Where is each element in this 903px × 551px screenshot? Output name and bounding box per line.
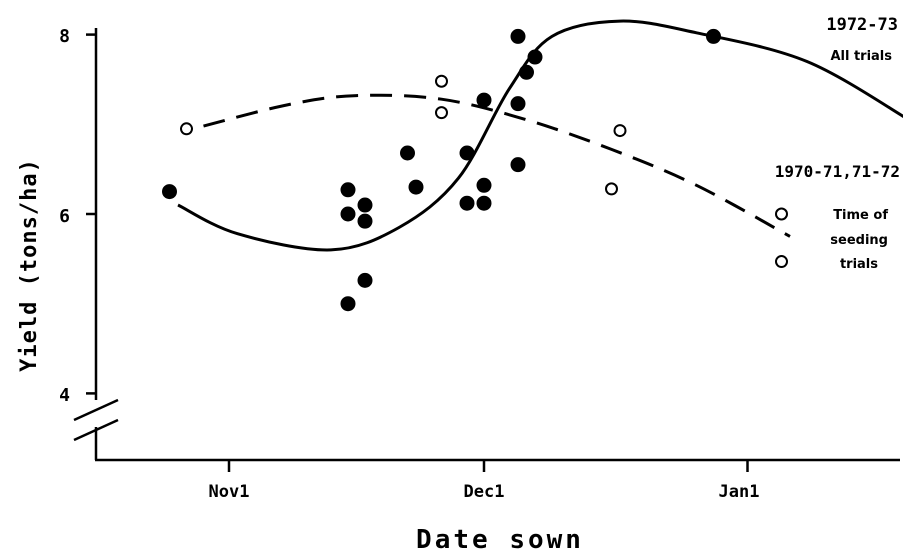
- point-series-2: [775, 207, 788, 221]
- legend-1972-73: 1972-73: [826, 15, 898, 35]
- point-series-1: [340, 182, 356, 198]
- point-series-2: [435, 74, 448, 88]
- legend-seeding: seeding: [830, 233, 888, 248]
- point-series-1: [519, 64, 534, 80]
- point-series-2: [605, 182, 618, 196]
- point-series-1: [459, 195, 475, 211]
- point-series-1: [527, 49, 543, 65]
- point-series-2: [435, 106, 448, 120]
- axis-break-mark: [73, 398, 119, 422]
- legend-time-of: Time of: [833, 208, 888, 223]
- point-series-1: [340, 206, 356, 222]
- legend-trials: trials: [840, 257, 878, 272]
- point-series-1: [357, 272, 373, 288]
- point-series-1: [476, 177, 492, 193]
- point-series-2: [613, 124, 627, 138]
- point-series-1: [510, 157, 526, 173]
- x-tick-label-jan1: Jan1: [719, 482, 760, 502]
- point-series-1: [459, 145, 475, 161]
- y-tick-label-4: 4: [59, 385, 70, 406]
- axes: [73, 28, 900, 472]
- fit-curve-series-1: [177, 19, 903, 252]
- point-series-1: [510, 96, 526, 112]
- point-series-1: [408, 179, 424, 195]
- point-series-1: [476, 92, 492, 108]
- legend-all-trials: All trials: [830, 49, 892, 64]
- y-axis-label: Yield (tons/ha): [17, 158, 42, 372]
- x-axis-label: Date sown: [416, 525, 584, 551]
- point-series-1: [400, 145, 415, 161]
- data-points: [162, 28, 788, 312]
- point-series-1: [357, 197, 373, 213]
- point-series-1: [357, 213, 373, 229]
- fit-curve-series-2: [203, 93, 791, 238]
- point-series-1: [476, 195, 492, 211]
- point-series-1: [706, 28, 721, 44]
- x-tick-label-nov1: Nov1: [209, 482, 250, 502]
- point-series-2: [775, 255, 788, 269]
- fit-curves: [177, 19, 903, 252]
- y-tick-label-8: 8: [59, 26, 70, 47]
- y-tick-label-6: 6: [59, 206, 70, 227]
- axis-break-mark: [73, 418, 119, 442]
- point-series-1: [162, 184, 177, 200]
- x-tick-label-dec1: Dec1: [464, 482, 505, 502]
- point-series-2: [180, 122, 193, 136]
- point-series-1: [340, 296, 356, 312]
- point-series-1: [510, 28, 526, 44]
- legend-1970-71-71-72: 1970-71,71-72: [775, 162, 900, 181]
